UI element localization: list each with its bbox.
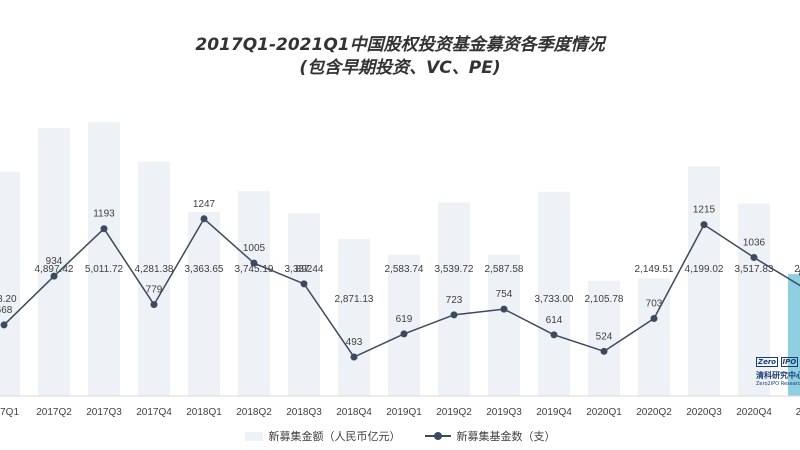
bar-label-2021Q1: 2,23 <box>794 264 800 275</box>
line-point-2020Q3 <box>700 221 708 229</box>
bar-2018Q3 <box>288 213 320 396</box>
bar-label-2020Q2: 2,149.51 <box>635 264 674 275</box>
line-label-2020Q2: 703 <box>646 299 663 310</box>
bar-label-2019Q3: 2,587.58 <box>485 264 524 275</box>
bar-label-2018Q4: 2,871.13 <box>335 294 374 305</box>
line-label-2019Q2: 723 <box>446 295 463 306</box>
chart-subtitle: (包含早期投资、VC、PE) <box>299 58 501 78</box>
line-point-2017Q4 <box>150 301 158 309</box>
bar-label-2017Q3: 5,011.72 <box>85 264 124 275</box>
x-tick-label-2020Q3: 2020Q3 <box>686 407 722 418</box>
line-label-2017Q3: 1193 <box>93 209 115 220</box>
line-point-2019Q4 <box>550 331 558 339</box>
bar-label-2017Q1: 98.20 <box>0 294 17 305</box>
x-tick-label-2018Q1: 2018Q1 <box>186 407 222 418</box>
line-label-2017Q1: 668 <box>0 305 13 316</box>
line-point-2017Q1 <box>0 321 8 329</box>
bar-2018Q2 <box>238 191 270 396</box>
chart-legend: 新募集金额（人民币亿元） 新募集基金数（支） <box>0 428 800 444</box>
x-tick-label-2017Q2: 2017Q2 <box>36 407 72 418</box>
line-point-2020Q4 <box>750 253 758 261</box>
bar-2019Q4 <box>538 191 570 396</box>
line-point-2018Q3 <box>300 280 308 288</box>
bar-label-2019Q2: 3,539.72 <box>435 264 474 275</box>
bar-2017Q2 <box>38 128 70 396</box>
bar-2017Q1 <box>0 171 20 396</box>
line-label-2020Q1: 524 <box>596 331 613 342</box>
x-tick-label-2020Q2: 2020Q2 <box>636 407 672 418</box>
bar-label-2018Q3: 3,337.44 <box>285 264 324 275</box>
line-label-2019Q4: 614 <box>546 315 563 326</box>
line-point-2020Q1 <box>600 347 608 355</box>
bar-2020Q4 <box>738 203 770 396</box>
bar-2017Q3 <box>88 121 120 396</box>
bar-2021Q1 <box>788 274 800 396</box>
x-tick-label-2017Q1: 017Q1 <box>0 407 19 418</box>
bar-2019Q1 <box>388 254 420 396</box>
line-point-2018Q1 <box>200 215 208 223</box>
line-label-2018Q2: 1005 <box>243 243 266 254</box>
legend-item-amount: 新募集金额（人民币亿元） <box>244 428 401 444</box>
bar-label-2019Q1: 2,583.74 <box>385 264 424 275</box>
chart-title: 2017Q1-2021Q1中国股权投资基金募资各季度情况 <box>195 35 605 55</box>
x-tick-label-2019Q1: 2019Q1 <box>386 407 422 418</box>
line-label-2019Q3: 754 <box>496 289 513 300</box>
logo-cn-text: 清科研究中心 <box>756 371 800 380</box>
line-label-2021Q1: 87 <box>798 268 800 279</box>
bar-label-2017Q4: 4,281.38 <box>135 264 174 275</box>
bar-2018Q1 <box>188 212 220 396</box>
legend-item-count: 新募集基金数（支） <box>424 428 556 444</box>
zero2ipo-watermark-logo: Zero IPO 清科研究中心 Zero2IPO Research <box>756 357 800 400</box>
bar-2020Q1 <box>588 280 620 396</box>
logo-brand-right: IPO <box>780 357 799 367</box>
legend-line-swatch <box>424 431 451 441</box>
x-tick-label-2018Q4: 2018Q4 <box>336 407 372 418</box>
bar-2018Q4 <box>338 238 370 396</box>
logo-brand-left: Zero <box>756 357 779 367</box>
line-label-2018Q4: 493 <box>346 337 363 348</box>
x-tick-label-2018Q2: 2018Q2 <box>236 407 272 418</box>
logo-en-text: Zero2IPO Research <box>756 381 800 387</box>
bar-label-2019Q4: 3,733.00 <box>535 294 574 305</box>
line-point-2018Q4 <box>350 353 358 361</box>
x-tick-label-2019Q4: 2019Q4 <box>536 407 572 418</box>
line-label-2020Q4: 1036 <box>743 237 766 248</box>
bar-label-2018Q1: 3,363.65 <box>185 264 224 275</box>
x-tick-label-2017Q4: 2017Q4 <box>136 407 172 418</box>
line-point-2019Q3 <box>500 305 508 313</box>
line-label-2017Q2: 934 <box>46 256 63 267</box>
line-label-2020Q3: 1215 <box>693 205 716 216</box>
bar-2019Q3 <box>488 254 520 396</box>
bar-2020Q3 <box>688 166 720 396</box>
line-label-2018Q3: 892 <box>296 264 313 275</box>
x-tick-label-2018Q3: 2018Q3 <box>286 407 322 418</box>
line-point-2019Q1 <box>400 330 408 338</box>
x-tick-label-2019Q2: 2019Q2 <box>436 407 472 418</box>
x-tick-label-2021Q1: 202 <box>796 407 800 418</box>
bar-label-2020Q1: 2,105.78 <box>585 294 624 305</box>
bar-2017Q4 <box>138 161 170 396</box>
line-label-2018Q1: 1247 <box>193 199 216 210</box>
line-label-2019Q1: 619 <box>396 314 413 325</box>
bar-label-2020Q3: 4,199.02 <box>685 264 724 275</box>
bar-label-2020Q4: 3,517.83 <box>735 264 774 275</box>
legend-label-count: 新募集基金数（支） <box>456 430 556 443</box>
bar-label-2017Q2: 4,897.42 <box>35 264 74 275</box>
line-point-2018Q2 <box>250 259 258 267</box>
x-tick-label-2020Q1: 2020Q1 <box>586 407 622 418</box>
x-tick-label-2020Q4: 2020Q4 <box>736 407 772 418</box>
legend-bar-swatch <box>244 431 263 441</box>
line-point-2019Q2 <box>450 311 458 319</box>
line-label-2017Q4: 779 <box>146 285 163 296</box>
line-point-2017Q3 <box>100 225 108 233</box>
bar-label-2018Q2: 3,745.19 <box>235 264 274 275</box>
bar-2019Q2 <box>438 202 470 396</box>
legend-label-amount: 新募集金额（人民币亿元） <box>268 430 401 443</box>
line-point-2020Q2 <box>650 315 658 323</box>
line-point-2017Q2 <box>50 272 58 280</box>
x-tick-label-2019Q3: 2019Q3 <box>486 407 522 418</box>
x-tick-label-2017Q3: 2017Q3 <box>86 407 122 418</box>
